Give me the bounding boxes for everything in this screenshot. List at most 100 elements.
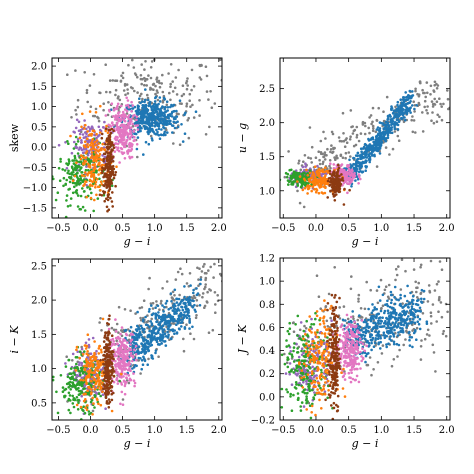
data-point (101, 171, 104, 175)
data-point (91, 184, 94, 188)
data-point (370, 153, 374, 157)
data-point (129, 340, 133, 343)
data-point (104, 182, 107, 185)
data-point (103, 391, 107, 395)
data-point (440, 268, 444, 272)
data-point (404, 269, 407, 273)
data-point (343, 175, 347, 178)
data-point (89, 392, 93, 396)
data-point (190, 68, 194, 72)
data-point (431, 102, 435, 106)
data-point (116, 96, 120, 100)
data-point (371, 145, 374, 149)
data-point (387, 126, 390, 130)
data-point (71, 168, 75, 171)
data-point (124, 108, 127, 111)
data-point (141, 363, 145, 367)
data-point (97, 352, 101, 355)
data-point (93, 163, 96, 166)
data-point (157, 355, 160, 359)
data-point (81, 353, 85, 356)
data-point (76, 382, 80, 386)
data-point (109, 181, 112, 185)
data-point (299, 168, 303, 172)
data-point (310, 161, 314, 164)
data-point (139, 77, 143, 81)
data-point (303, 154, 307, 157)
data-point (214, 303, 217, 306)
data-point (163, 318, 167, 322)
data-point (174, 76, 178, 79)
data-point (56, 411, 60, 415)
data-point (226, 106, 229, 109)
data-point (175, 112, 179, 115)
series-brown (99, 314, 116, 409)
data-point (87, 345, 91, 348)
data-point (207, 98, 210, 101)
data-point (199, 78, 203, 81)
data-point (375, 165, 379, 168)
x-axis-label: g − i (352, 235, 379, 248)
data-point (139, 74, 143, 77)
subplot-2: −0.5 0.0 0.5 1.0 1.5 2.01.01.52.02.5g − iu − … (236, 57, 456, 248)
data-point (364, 124, 367, 128)
data-point (389, 120, 393, 124)
data-point (169, 63, 173, 66)
data-point (323, 175, 327, 179)
data-point (338, 168, 342, 172)
data-point (74, 168, 78, 172)
data-point (331, 150, 335, 154)
data-point (123, 356, 126, 360)
data-point (67, 386, 70, 389)
data-point (150, 108, 154, 112)
data-point (187, 311, 190, 314)
data-point (150, 60, 154, 63)
data-point (373, 154, 376, 158)
data-point (83, 119, 86, 122)
data-point (154, 332, 158, 336)
data-point (155, 340, 159, 344)
data-point (143, 346, 147, 350)
data-point (122, 379, 126, 383)
data-point (110, 326, 114, 330)
data-point (74, 369, 78, 372)
data-point (354, 179, 357, 182)
data-point (362, 145, 366, 149)
data-point (104, 384, 108, 388)
data-point (186, 77, 189, 80)
data-point (415, 104, 419, 107)
data-point (322, 130, 325, 134)
data-point (338, 139, 342, 143)
data-point (410, 94, 414, 98)
data-point (208, 125, 211, 129)
data-point (194, 310, 197, 313)
data-point (355, 136, 359, 139)
data-point (395, 121, 399, 125)
data-point (192, 291, 195, 295)
data-point (169, 337, 173, 340)
data-point (334, 190, 337, 194)
data-point (155, 320, 158, 324)
data-point (385, 129, 389, 132)
data-point (87, 382, 91, 385)
data-point (151, 112, 155, 116)
data-point (183, 285, 186, 288)
data-point (161, 122, 165, 125)
data-point (94, 107, 98, 111)
data-point (329, 180, 332, 183)
data-point (453, 104, 456, 107)
data-point (412, 100, 416, 103)
data-point (99, 317, 102, 320)
data-point (160, 325, 163, 329)
data-point (65, 178, 68, 182)
data-point (94, 382, 97, 386)
data-point (140, 351, 143, 354)
data-point (116, 342, 119, 345)
data-point (114, 336, 118, 340)
data-point (353, 157, 356, 160)
data-point (120, 104, 123, 108)
data-point (310, 189, 314, 193)
data-point (98, 131, 102, 134)
data-point (110, 362, 114, 366)
data-point (307, 156, 310, 159)
